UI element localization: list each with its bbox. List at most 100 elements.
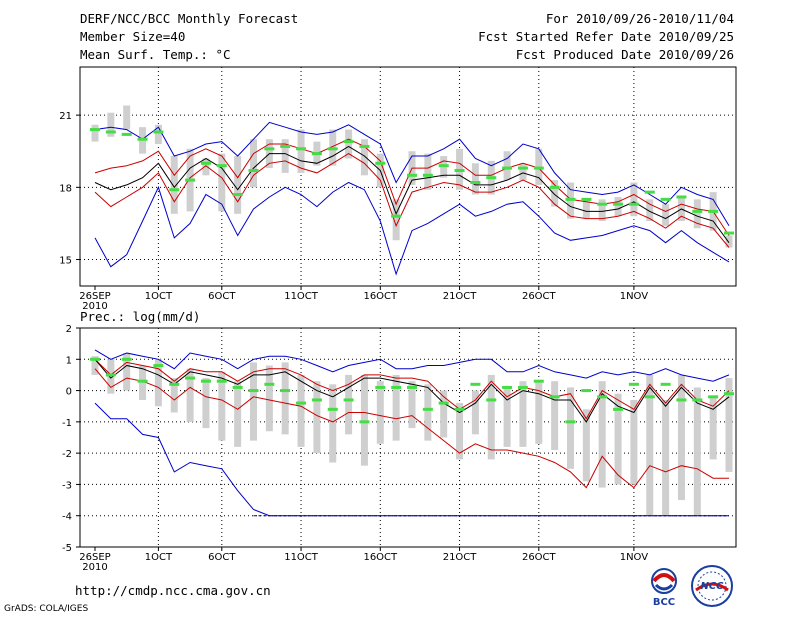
ensemble-mean-marker [185, 178, 196, 182]
spread-bar [456, 403, 464, 460]
ensemble-mean-marker [359, 420, 370, 424]
spread-bar [725, 235, 733, 248]
ensemble-mean-marker [264, 382, 275, 386]
ensemble-mean-marker [359, 144, 370, 148]
spread-bar [218, 371, 226, 441]
spread-bar [218, 153, 226, 212]
source-url[interactable]: http://cmdp.ncc.cma.gov.cn [75, 583, 271, 598]
ensemble-mean-marker [121, 357, 132, 361]
spread-bar [392, 374, 400, 441]
ncc-logo: NCC [690, 564, 734, 612]
spread-bar [646, 199, 654, 222]
spread-bar [725, 378, 733, 472]
spread-bar [154, 124, 162, 145]
ensemble-mean-marker [581, 197, 592, 201]
max-line [94, 349, 730, 382]
spread-bar [551, 180, 559, 207]
plot-frame [79, 66, 737, 287]
spread-bar [693, 199, 701, 229]
spread-bar [107, 112, 115, 137]
ensemble-mean-marker [375, 385, 386, 389]
ensemble-mean-marker [454, 407, 465, 411]
ensemble-mean-marker [660, 197, 671, 201]
spread-bar [567, 387, 574, 469]
ensemble-mean-marker [280, 389, 291, 393]
spread-bar [345, 374, 353, 435]
spread-bar [250, 139, 257, 188]
ensemble-mean-marker [407, 385, 417, 389]
min-line [94, 181, 730, 276]
x-tick-label: 1NOV [620, 291, 649, 302]
ensemble-mean-marker [264, 147, 275, 151]
ensemble-mean-marker [597, 202, 608, 206]
spread-bar [709, 396, 717, 460]
spread-bar [677, 374, 685, 501]
ensemble-mean-marker [470, 181, 481, 185]
spread-bar [202, 378, 210, 429]
y-tick-label: -4 [62, 512, 72, 523]
spread-bar [107, 359, 115, 394]
spread-bar [693, 387, 701, 516]
ensemble-mean-marker [200, 161, 211, 165]
spread-bar [234, 381, 242, 447]
y-tick-label: -2 [62, 449, 72, 460]
spread-bar [424, 153, 432, 190]
spread-bar [487, 374, 495, 460]
spread-bar [408, 381, 416, 429]
ensemble-mean-marker [644, 190, 655, 194]
x-tick-label: 11OCT [284, 552, 319, 563]
ensemble-mean-marker [708, 395, 719, 399]
spread-bar [91, 124, 99, 142]
spread-bar [170, 378, 178, 413]
temp-panel-label: Mean Surf. Temp.: °C [80, 47, 231, 62]
ensemble-mean-marker [105, 373, 116, 377]
ensemble-mean-marker [724, 231, 734, 235]
min-line [94, 402, 729, 517]
spread-bar [519, 381, 527, 447]
precip-panel-label: Prec.: log(mm/d) [80, 309, 201, 324]
ensemble-mean-marker [296, 147, 307, 151]
grads-credit: GrADS: COLA/IGES [4, 604, 89, 614]
x-tick-label: 26SEP [79, 552, 110, 563]
ensemble-mean-marker [391, 385, 402, 389]
ensemble-mean-marker [280, 144, 291, 148]
x-tick-label: 1OCT [145, 552, 173, 563]
ensemble-mean-marker [708, 209, 719, 213]
ensemble-mean-marker [517, 166, 528, 170]
ensemble-mean-marker [660, 382, 671, 386]
ensemble-mean-marker [200, 379, 211, 383]
spread-bar [154, 359, 162, 407]
x-tick-label: 16OCT [363, 291, 398, 302]
ensemble-mean-marker [169, 382, 180, 386]
median-line [94, 358, 730, 423]
ensemble-mean-marker [438, 164, 449, 168]
x-tick-label: 11OCT [284, 291, 319, 302]
ensemble-mean-marker [185, 376, 196, 380]
spread-bar [471, 163, 479, 195]
upper-quartile-line [94, 358, 730, 420]
spread-bar [662, 204, 670, 226]
bcc-logo: BCC [640, 565, 688, 611]
ensemble-mean-marker [565, 420, 576, 424]
ensemble-mean-marker [549, 185, 560, 189]
ensemble-mean-marker [502, 166, 513, 170]
ensemble-mean-marker [311, 152, 322, 156]
spread-bar [360, 374, 368, 466]
ensemble-mean-marker [644, 395, 655, 399]
x-tick-label: 6OCT [208, 291, 236, 302]
ensemble-mean-marker [724, 392, 734, 396]
spread-bar [297, 374, 305, 447]
ensemble-mean-marker [549, 395, 560, 399]
max-line [94, 121, 730, 227]
ensemble-mean-marker [248, 389, 259, 393]
ensemble-mean-marker [232, 193, 243, 197]
ensemble-mean-marker [692, 398, 703, 402]
forecast-period: For 2010/09/26-2010/11/04 [545, 11, 734, 26]
spread-bar [345, 129, 353, 159]
ensemble-mean-marker [438, 401, 449, 405]
x-tick-label: 16OCT [363, 552, 398, 563]
ensemble-mean-marker [533, 379, 544, 383]
spread-bar [646, 374, 654, 516]
